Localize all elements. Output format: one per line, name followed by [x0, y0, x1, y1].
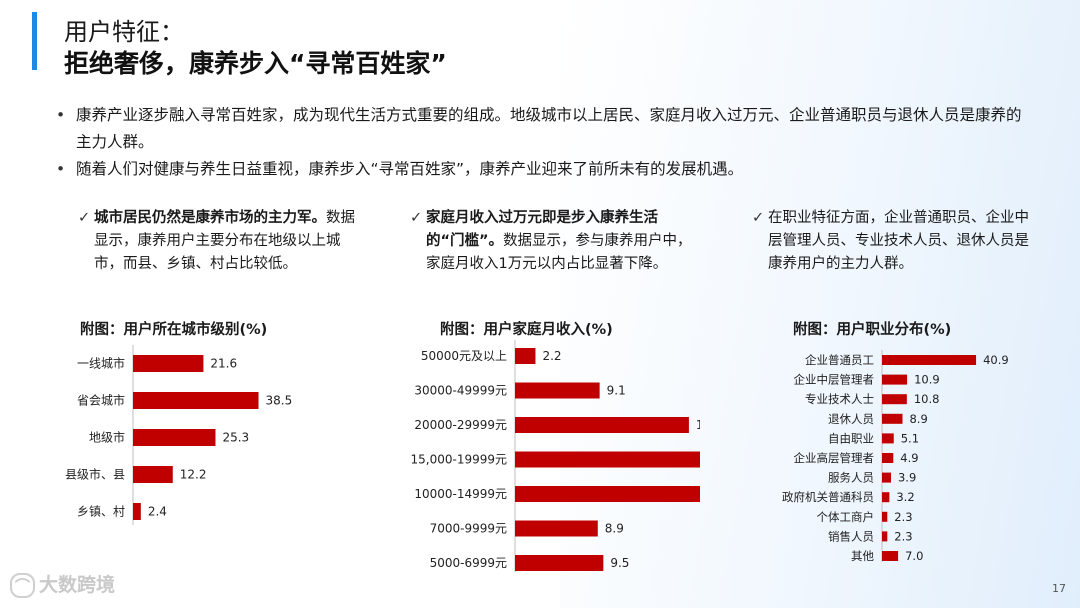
category-label: 50000元及以上: [421, 349, 507, 363]
value-label: 8.9: [909, 412, 927, 426]
category-label: 销售人员: [828, 529, 874, 543]
value-label: 2.3: [894, 510, 912, 524]
bullet-item: • 康养产业逐步融入寻常百姓家，成为现代生活方式重要的组成。地级城市以上居民、家…: [56, 102, 1036, 156]
value-label: 25.3: [222, 431, 249, 445]
bar: [133, 503, 141, 520]
category-label: 地级市: [89, 430, 125, 445]
category-label: 30000-49999元: [414, 384, 507, 398]
value-label: 4.9: [900, 451, 918, 465]
chart-city-level: 一线城市 21.6 省会城市 38.5 地级市 25.3 县级市、县 12.2 乡镇、村 2.4: [65, 345, 293, 525]
value-label: 40.9: [983, 353, 1009, 367]
insight-column-city: ✓ 城市居民仍然是康养市场的主力军。数据显示，康养用户主要分布在地级以上城市，而…: [78, 207, 368, 276]
bar: [515, 348, 536, 364]
value-label: 10.8: [914, 392, 940, 406]
bar: [515, 451, 700, 468]
bar: [133, 429, 216, 446]
bar: [515, 486, 700, 502]
page-subtitle: 拒绝奢侈，康养步入“寻常百姓家”: [64, 49, 447, 78]
value-label: 2.3: [894, 529, 912, 543]
value-label: 7.0: [905, 549, 923, 563]
bar: [882, 394, 907, 405]
insight-text: 在职业特征方面，企业普通职员、企业中层管理人员、专业技术人员、退休人员是康养用户…: [768, 210, 1029, 272]
value-label: 21.6: [210, 357, 237, 371]
value-label: 38.5: [266, 394, 293, 408]
category-label: 自由职业: [828, 431, 874, 445]
category-label: 乡镇、村: [77, 505, 125, 519]
insight-bold: 城市居民仍然是康养市场的主力军。: [94, 210, 326, 226]
insight-text: 数据显示，参与康养用户中，家庭月收入1万元以内占比显著下降。: [426, 233, 692, 272]
chart-household-income: 50000元及以上 2.2 30000-49999元 9.1 20000-29999元 1…: [411, 340, 700, 572]
bar: [515, 382, 600, 399]
insight-column-income: ✓ 家庭月收入过万元即是步入康养生活的“门槛”。数据显示，参与康养用户中，家庭月…: [410, 207, 692, 276]
bar: [882, 492, 890, 503]
value-label: 12.2: [180, 468, 207, 482]
bar: [882, 511, 888, 522]
bar: [882, 531, 888, 542]
bar: [133, 392, 259, 409]
value-label: 10.9: [914, 373, 940, 387]
value-label: 3.9: [898, 471, 916, 485]
bar: [515, 555, 604, 571]
value-label: 2.2: [542, 349, 561, 363]
category-label: 企业中层管理者: [794, 373, 875, 387]
category-label: 7000-9999元: [430, 522, 507, 536]
category-label: 20000-29999元: [414, 418, 507, 432]
insight-bold: 家庭月收入过万元即是步入康养生活的“门槛”。: [426, 210, 658, 249]
bar: [515, 520, 598, 537]
bar: [882, 453, 894, 463]
page-title: 用户特征：: [64, 18, 184, 46]
chart-title-city: 附图：用户所在城市级别(%): [80, 322, 268, 338]
category-label: 10000-14999元: [414, 487, 507, 501]
category-label: 其他: [851, 549, 874, 563]
value-label: 8.9: [605, 522, 624, 536]
bar: [882, 374, 908, 385]
bullet-item: • 随着人们对健康与养生日益重视，康养步入“寻常百姓家”，康养产业迎来了前所未有…: [56, 156, 1036, 183]
value-label: 9.1: [607, 384, 626, 398]
bar: [133, 355, 204, 372]
value-label: 3.2: [896, 490, 914, 504]
bar: [882, 433, 894, 444]
bar: [515, 417, 689, 433]
category-label: 专业技术人士: [805, 392, 874, 406]
bar: [882, 413, 903, 424]
category-label: 15,000-19999元: [411, 453, 508, 467]
category-label: 企业高层管理者: [794, 451, 875, 465]
title-accent-bar: [32, 12, 37, 70]
chart-title-income: 附图：用户家庭月收入(%): [440, 322, 613, 338]
chart-occupation: 企业普通员工 40.9 企业中层管理者 10.9 专业技术人士 10.8 退休人员 8.9 自由…: [782, 350, 1009, 563]
page-number: 17: [1052, 582, 1066, 595]
logo-text: 大数跨境: [39, 574, 116, 596]
category-label: 省会城市: [77, 393, 125, 408]
category-label: 政府机关普通科员: [782, 490, 874, 504]
bullet-text: 康养产业逐步融入寻常百姓家，成为现代生活方式重要的组成。地级城市以上居民、家庭月…: [76, 106, 1022, 151]
category-label: 5000-6999元: [430, 556, 507, 570]
bullet-text: 随着人们对健康与养生日益重视，康养步入“寻常百姓家”，康养产业迎来了前所未有的发…: [76, 160, 744, 178]
logo-mark-icon: ⌒: [10, 573, 36, 598]
bar: [882, 472, 891, 483]
value-label: 9.5: [610, 556, 629, 570]
category-label: 一线城市: [77, 356, 125, 371]
brand-logo: ⌒ 大数跨境: [10, 570, 115, 598]
chart-title-occupation: 附图：用户职业分布(%): [793, 322, 952, 338]
checkmark-icon: ✓: [78, 210, 91, 226]
insight-text: 数据显示，康养用户主要分布在地级以上城市，而县、乡镇、村占比较低。: [94, 210, 355, 272]
checkmark-icon: ✓: [410, 210, 423, 226]
bullet-dot-icon: •: [56, 160, 66, 178]
bar: [882, 551, 899, 561]
checkmark-icon: ✓: [752, 210, 765, 226]
category-label: 企业普通员工: [805, 353, 874, 367]
bar: [133, 466, 173, 483]
category-label: 服务人员: [828, 471, 874, 485]
category-label: 退休人员: [828, 412, 874, 426]
category-label: 县级市、县: [65, 467, 125, 482]
insight-column-occupation: ✓ 在职业特征方面，企业普通职员、企业中层管理人员、专业技术人员、退休人员是康养…: [752, 207, 1034, 276]
background-gradient: [560, 0, 1080, 608]
value-label: 5.1: [901, 431, 919, 445]
bullet-dot-icon: •: [56, 106, 66, 124]
value-label: 18.7: [696, 418, 700, 432]
bullet-list: • 康养产业逐步融入寻常百姓家，成为现代生活方式重要的组成。地级城市以上居民、家…: [56, 102, 1036, 183]
value-label: 2.4: [148, 505, 167, 519]
category-label: 个体工商户: [817, 510, 875, 524]
bar: [882, 355, 977, 365]
